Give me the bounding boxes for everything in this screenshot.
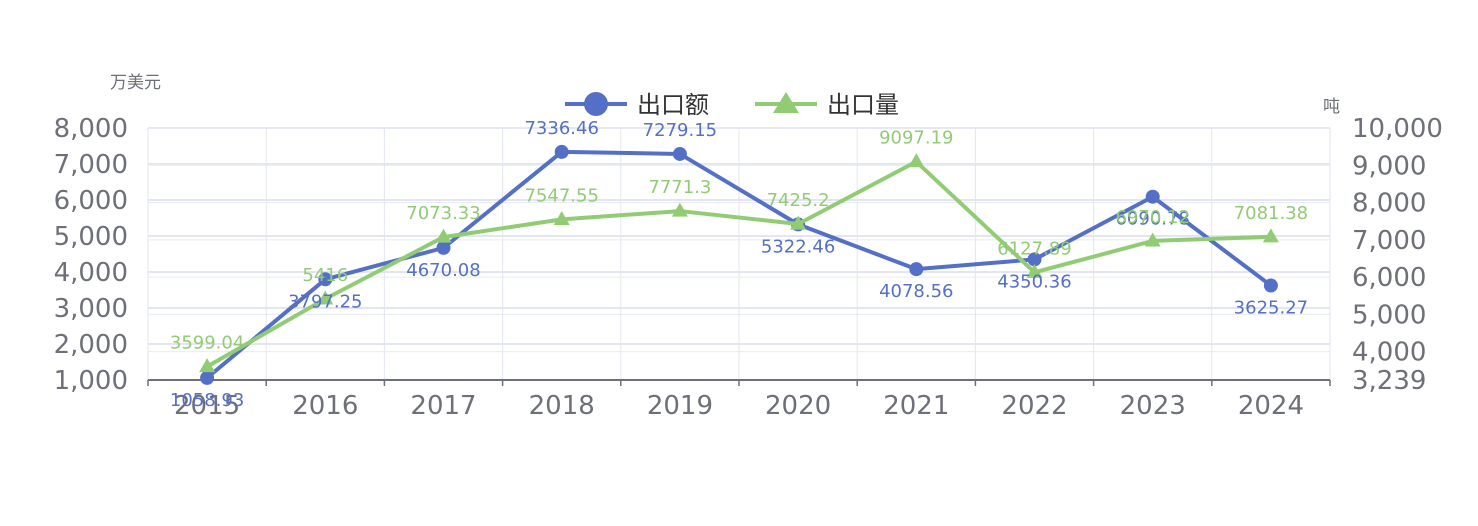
data-point-circle (200, 370, 215, 385)
left-axis-unit: 万美元 (110, 73, 161, 93)
y-left-tick-label: 2,000 (54, 330, 128, 360)
data-point-triangle (671, 202, 688, 217)
data-label: 6970.12 (1115, 207, 1189, 228)
legend-item-1[interactable]: 出口额 (565, 91, 709, 119)
data-label: 7771.3 (648, 177, 711, 198)
data-label: 3599.04 (170, 333, 244, 354)
axes: 2015 2016 2017 2018 2019 2020 2021 2022 2023 2024… (54, 114, 1443, 421)
data-label: 4078.56 (879, 281, 953, 302)
data-label: 7073.33 (406, 203, 480, 224)
data-label: 7547.55 (524, 185, 598, 206)
x-tick-label: 2019 (647, 391, 713, 421)
data-label: 4350.36 (997, 271, 1071, 292)
grid-lines (147, 127, 1331, 381)
x-tick-label: 2022 (1001, 391, 1067, 421)
y-left-tick-label: 1,000 (54, 366, 128, 396)
data-point-triangle (199, 358, 216, 373)
x-tick-label: 2015 (174, 391, 240, 421)
data-point-circle (318, 272, 333, 287)
y-left-tick-label: 4,000 (54, 258, 128, 288)
x-tick-label: 2023 (1120, 391, 1186, 421)
data-point-triangle (1026, 263, 1043, 278)
right-axis-unit: 吨 (1323, 97, 1340, 117)
y-left-tick-label: 8,000 (54, 114, 128, 144)
y-left-tick-label: 6,000 (54, 186, 128, 216)
legend-triangle-icon (773, 92, 799, 113)
data-label: 7425.2 (767, 190, 830, 211)
series-line-1 (205, 149, 1273, 380)
data-point-triangle (908, 153, 925, 168)
data-point-circle (436, 240, 451, 255)
data-point-circle (909, 262, 924, 277)
y-right-tick-label: 8,000 (1352, 189, 1426, 219)
x-tick-label: 2020 (765, 391, 831, 421)
y-left-tick-label: 3,000 (54, 294, 128, 324)
data-label: 1058.93 (170, 390, 244, 411)
data-point-circle (1145, 189, 1160, 204)
x-tick-label: 2024 (1238, 391, 1304, 421)
legend-item-2[interactable]: 出口量 (755, 91, 899, 119)
data-labels: 1058.93 3797.25 4670.08 7336.46 7279.15 5322.… (170, 118, 1308, 411)
data-label: 5322.46 (761, 236, 835, 257)
data-label: 5416 (302, 265, 348, 286)
legend[interactable]: 出口额 出口量 (565, 91, 899, 119)
data-point-circle (1263, 278, 1278, 293)
data-label: 7081.38 (1234, 203, 1308, 224)
data-point-triangle (435, 228, 452, 243)
series-layer (199, 144, 1279, 385)
data-point-triangle (1144, 232, 1161, 247)
data-label: 7336.46 (524, 118, 598, 139)
y-right-tick-label: 9,000 (1352, 151, 1426, 181)
data-point-circle (554, 144, 569, 159)
x-tick-label: 2018 (529, 391, 595, 421)
y-left-tick-label: 7,000 (54, 150, 128, 180)
data-point-triangle (553, 211, 570, 226)
x-tick-label: 2021 (883, 391, 949, 421)
data-label: 3797.25 (288, 291, 362, 312)
y-right-tick-label: 4,000 (1352, 338, 1426, 368)
data-point-circle (672, 146, 687, 161)
data-point-triangle (790, 215, 807, 230)
data-point-triangle (1262, 228, 1279, 243)
data-point-triangle (317, 290, 334, 305)
y-right-tick-label: 5,000 (1352, 300, 1426, 330)
data-label: 6090.78 (1115, 209, 1189, 230)
data-label: 6127.89 (997, 238, 1071, 259)
series-line-2 (206, 159, 1271, 369)
y-right-tick-label: 3,239 (1352, 366, 1426, 396)
y-left-tick-label: 5,000 (54, 222, 128, 252)
data-point-circle (1027, 252, 1042, 267)
data-label: 7279.15 (643, 120, 717, 141)
data-label: 3625.27 (1234, 297, 1308, 318)
y-right-tick-label: 10,000 (1352, 114, 1443, 144)
y-right-tick-label: 7,000 (1352, 226, 1426, 256)
legend-circle-icon (584, 92, 608, 116)
y-right-tick-label: 6,000 (1352, 263, 1426, 293)
x-tick-label: 2016 (292, 391, 358, 421)
x-tick-label: 2017 (410, 391, 476, 421)
legend-label: 出口量 (827, 91, 899, 119)
data-label: 9097.19 (879, 128, 953, 149)
legend-label: 出口额 (637, 91, 709, 119)
data-label: 4670.08 (406, 260, 480, 281)
